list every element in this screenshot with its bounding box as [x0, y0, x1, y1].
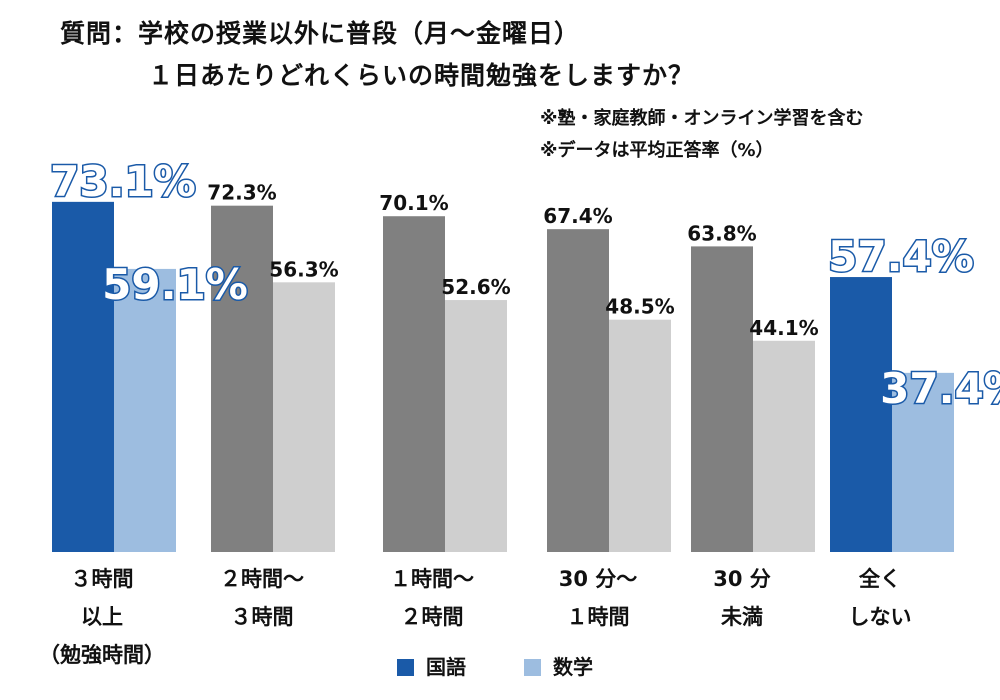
value-label-sugaku-0: 59.1%	[102, 260, 248, 309]
value-label-kokugo-4: 63.8%	[687, 221, 756, 245]
legend-swatch-kokugo	[397, 659, 414, 676]
bar-sugaku-4	[753, 340, 815, 552]
value-label-sugaku-2: 52.6%	[441, 275, 510, 299]
category-label-30m-1h: 30 分～ １時間	[558, 567, 638, 629]
chart-title: 質問：学校の授業以外に普段（月～金曜日）	[60, 19, 581, 48]
category-label-3h-plus: ３時間 以上 （勉強時間）	[39, 567, 165, 667]
legend-item-kokugo: 国語	[397, 651, 466, 680]
value-label-kokugo-5: 57.4%	[828, 232, 974, 281]
bar-sugaku-1	[273, 282, 335, 552]
bar-kokugo-0	[52, 201, 114, 552]
value-label-sugaku-3: 48.5%	[605, 295, 674, 319]
value-label-kokugo-1: 72.3%	[207, 181, 276, 205]
chart-subtitle: １日あたりどれくらいの時間勉強をしますか？	[148, 61, 695, 90]
category-label-under-30m: 30 分 未満	[713, 567, 771, 629]
bar-kokugo-5	[830, 277, 892, 552]
bar-sugaku-2	[445, 300, 507, 552]
bar-kokugo-3	[547, 229, 609, 553]
legend-swatch-sugaku	[524, 659, 541, 676]
note-includes: ※塾・家庭教師・オンライン学習を含む	[540, 108, 864, 129]
bar-kokugo-2	[383, 216, 445, 552]
bar-sugaku-0	[114, 268, 176, 552]
value-label-sugaku-4: 44.1%	[749, 316, 818, 340]
value-label-kokugo-0: 73.1%	[50, 157, 196, 206]
value-label-kokugo-2: 70.1%	[379, 191, 448, 215]
bar-kokugo-4	[691, 246, 753, 552]
legend-label-kokugo: 国語	[426, 655, 466, 679]
bar-sugaku-3	[609, 319, 671, 552]
legend-item-sugaku: 数学	[524, 651, 593, 680]
category-label-none: 全く しない	[848, 567, 912, 629]
legend-label-sugaku: 数学	[553, 655, 593, 679]
value-label-sugaku-5: 37.4%	[880, 364, 1000, 413]
category-label-1-2h: １時間～ ２時間	[390, 567, 474, 629]
bar-sugaku-5	[892, 372, 954, 552]
note-data: ※データは平均正答率（%）	[540, 140, 774, 161]
value-label-kokugo-3: 67.4%	[543, 204, 612, 228]
bar-kokugo-1	[211, 205, 273, 553]
category-label-2-3h: ２時間～ ３時間	[220, 567, 304, 629]
value-label-sugaku-1: 56.3%	[269, 257, 338, 281]
